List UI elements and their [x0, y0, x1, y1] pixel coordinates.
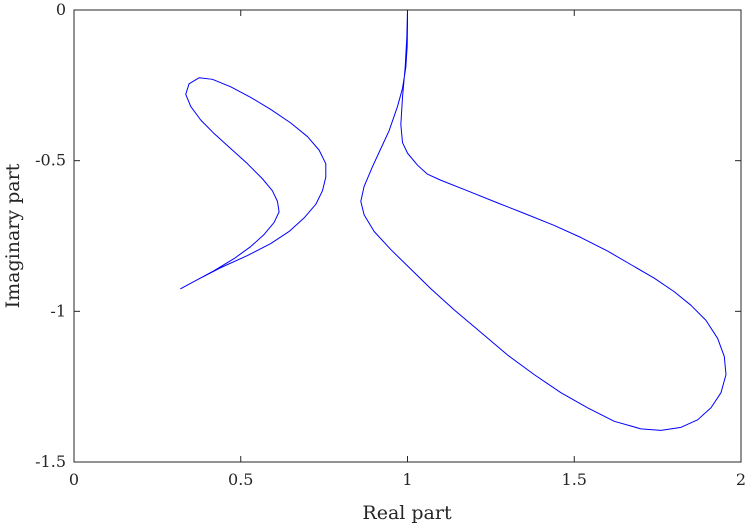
x-tick-label: 0 [69, 470, 79, 489]
x-tick-label: 2 [736, 470, 746, 489]
x-axis-label: Real part [362, 502, 452, 524]
y-tick-label: 0 [56, 0, 66, 19]
y-tick-label: -0.5 [35, 151, 66, 170]
x-tick-label: 1 [402, 470, 412, 489]
y-tick-label: -1 [50, 301, 66, 320]
x-tick-label: 0.5 [228, 470, 253, 489]
series-layer [180, 9, 727, 431]
y-tick-label: -1.5 [35, 452, 66, 471]
x-ticks: 0 0.5 1 1.5 2 [69, 10, 746, 489]
series-line-2 [360, 9, 727, 431]
y-ticks: 0 -0.5 -1 -1.5 [35, 0, 741, 471]
x-tick-label: 1.5 [562, 470, 587, 489]
plot-area [73, 9, 742, 463]
series-line-1 [180, 77, 327, 290]
y-axis-label: Imaginary part [2, 163, 24, 308]
